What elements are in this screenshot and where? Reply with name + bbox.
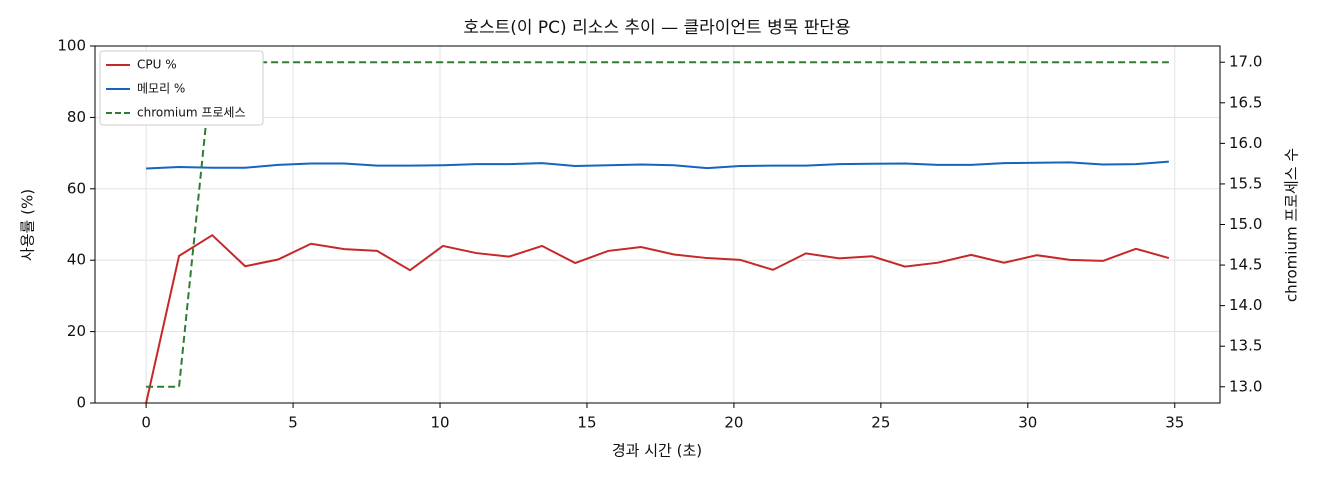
x-tick-label: 20 [724, 414, 743, 432]
x-tick-label: 0 [141, 414, 151, 432]
x-tick-label: 15 [577, 414, 596, 432]
y-tick-label: 60 [67, 179, 86, 197]
y2-tick-label: 16.0 [1229, 134, 1262, 152]
x-tick-label: 10 [430, 414, 449, 432]
plot-frame [94, 45, 1221, 404]
y-axis-label: 사용률 (%) [19, 189, 37, 261]
legend-label: 메모리 % [137, 82, 185, 96]
y2-tick-label: 13.0 [1229, 377, 1262, 395]
legend-box [99, 50, 264, 126]
y2-tick-label: 16.5 [1229, 93, 1262, 111]
y-tick-label: 100 [57, 37, 86, 55]
legend-label: CPU % [137, 58, 177, 72]
legend-label: chromium 프로세스 [137, 106, 246, 120]
y-tick-label: 20 [67, 322, 86, 340]
y-tick-label: 40 [67, 251, 86, 269]
y2-tick-label: 17.0 [1229, 53, 1262, 71]
y2-axis-label: chromium 프로세스 수 [1283, 148, 1301, 302]
y-tick-label: 0 [76, 394, 86, 412]
x-tick-label: 35 [1165, 414, 1184, 432]
x-tick-label: 5 [288, 414, 298, 432]
series-line [146, 61, 1169, 388]
y2-tick-label: 15.0 [1229, 215, 1262, 233]
y2-tick-label: 15.5 [1229, 174, 1262, 192]
series-line [145, 233, 1170, 404]
y2-tick-label: 14.0 [1229, 296, 1262, 314]
legend: CPU % 메모리 % chromium 프로세스 [99, 50, 264, 126]
chart-title: 호스트(이 PC) 리소스 추이 — 클라이언트 병목 판단용 [463, 18, 850, 38]
y-tick-label: 80 [67, 108, 86, 126]
x-tick-label: 30 [1018, 414, 1037, 432]
x-axis-label: 경과 시간 (초) [612, 442, 702, 460]
y2-tick-label: 13.5 [1229, 337, 1262, 355]
x-tick-label: 25 [871, 414, 890, 432]
series-line [146, 160, 1169, 170]
y2-tick-label: 14.5 [1229, 256, 1262, 274]
